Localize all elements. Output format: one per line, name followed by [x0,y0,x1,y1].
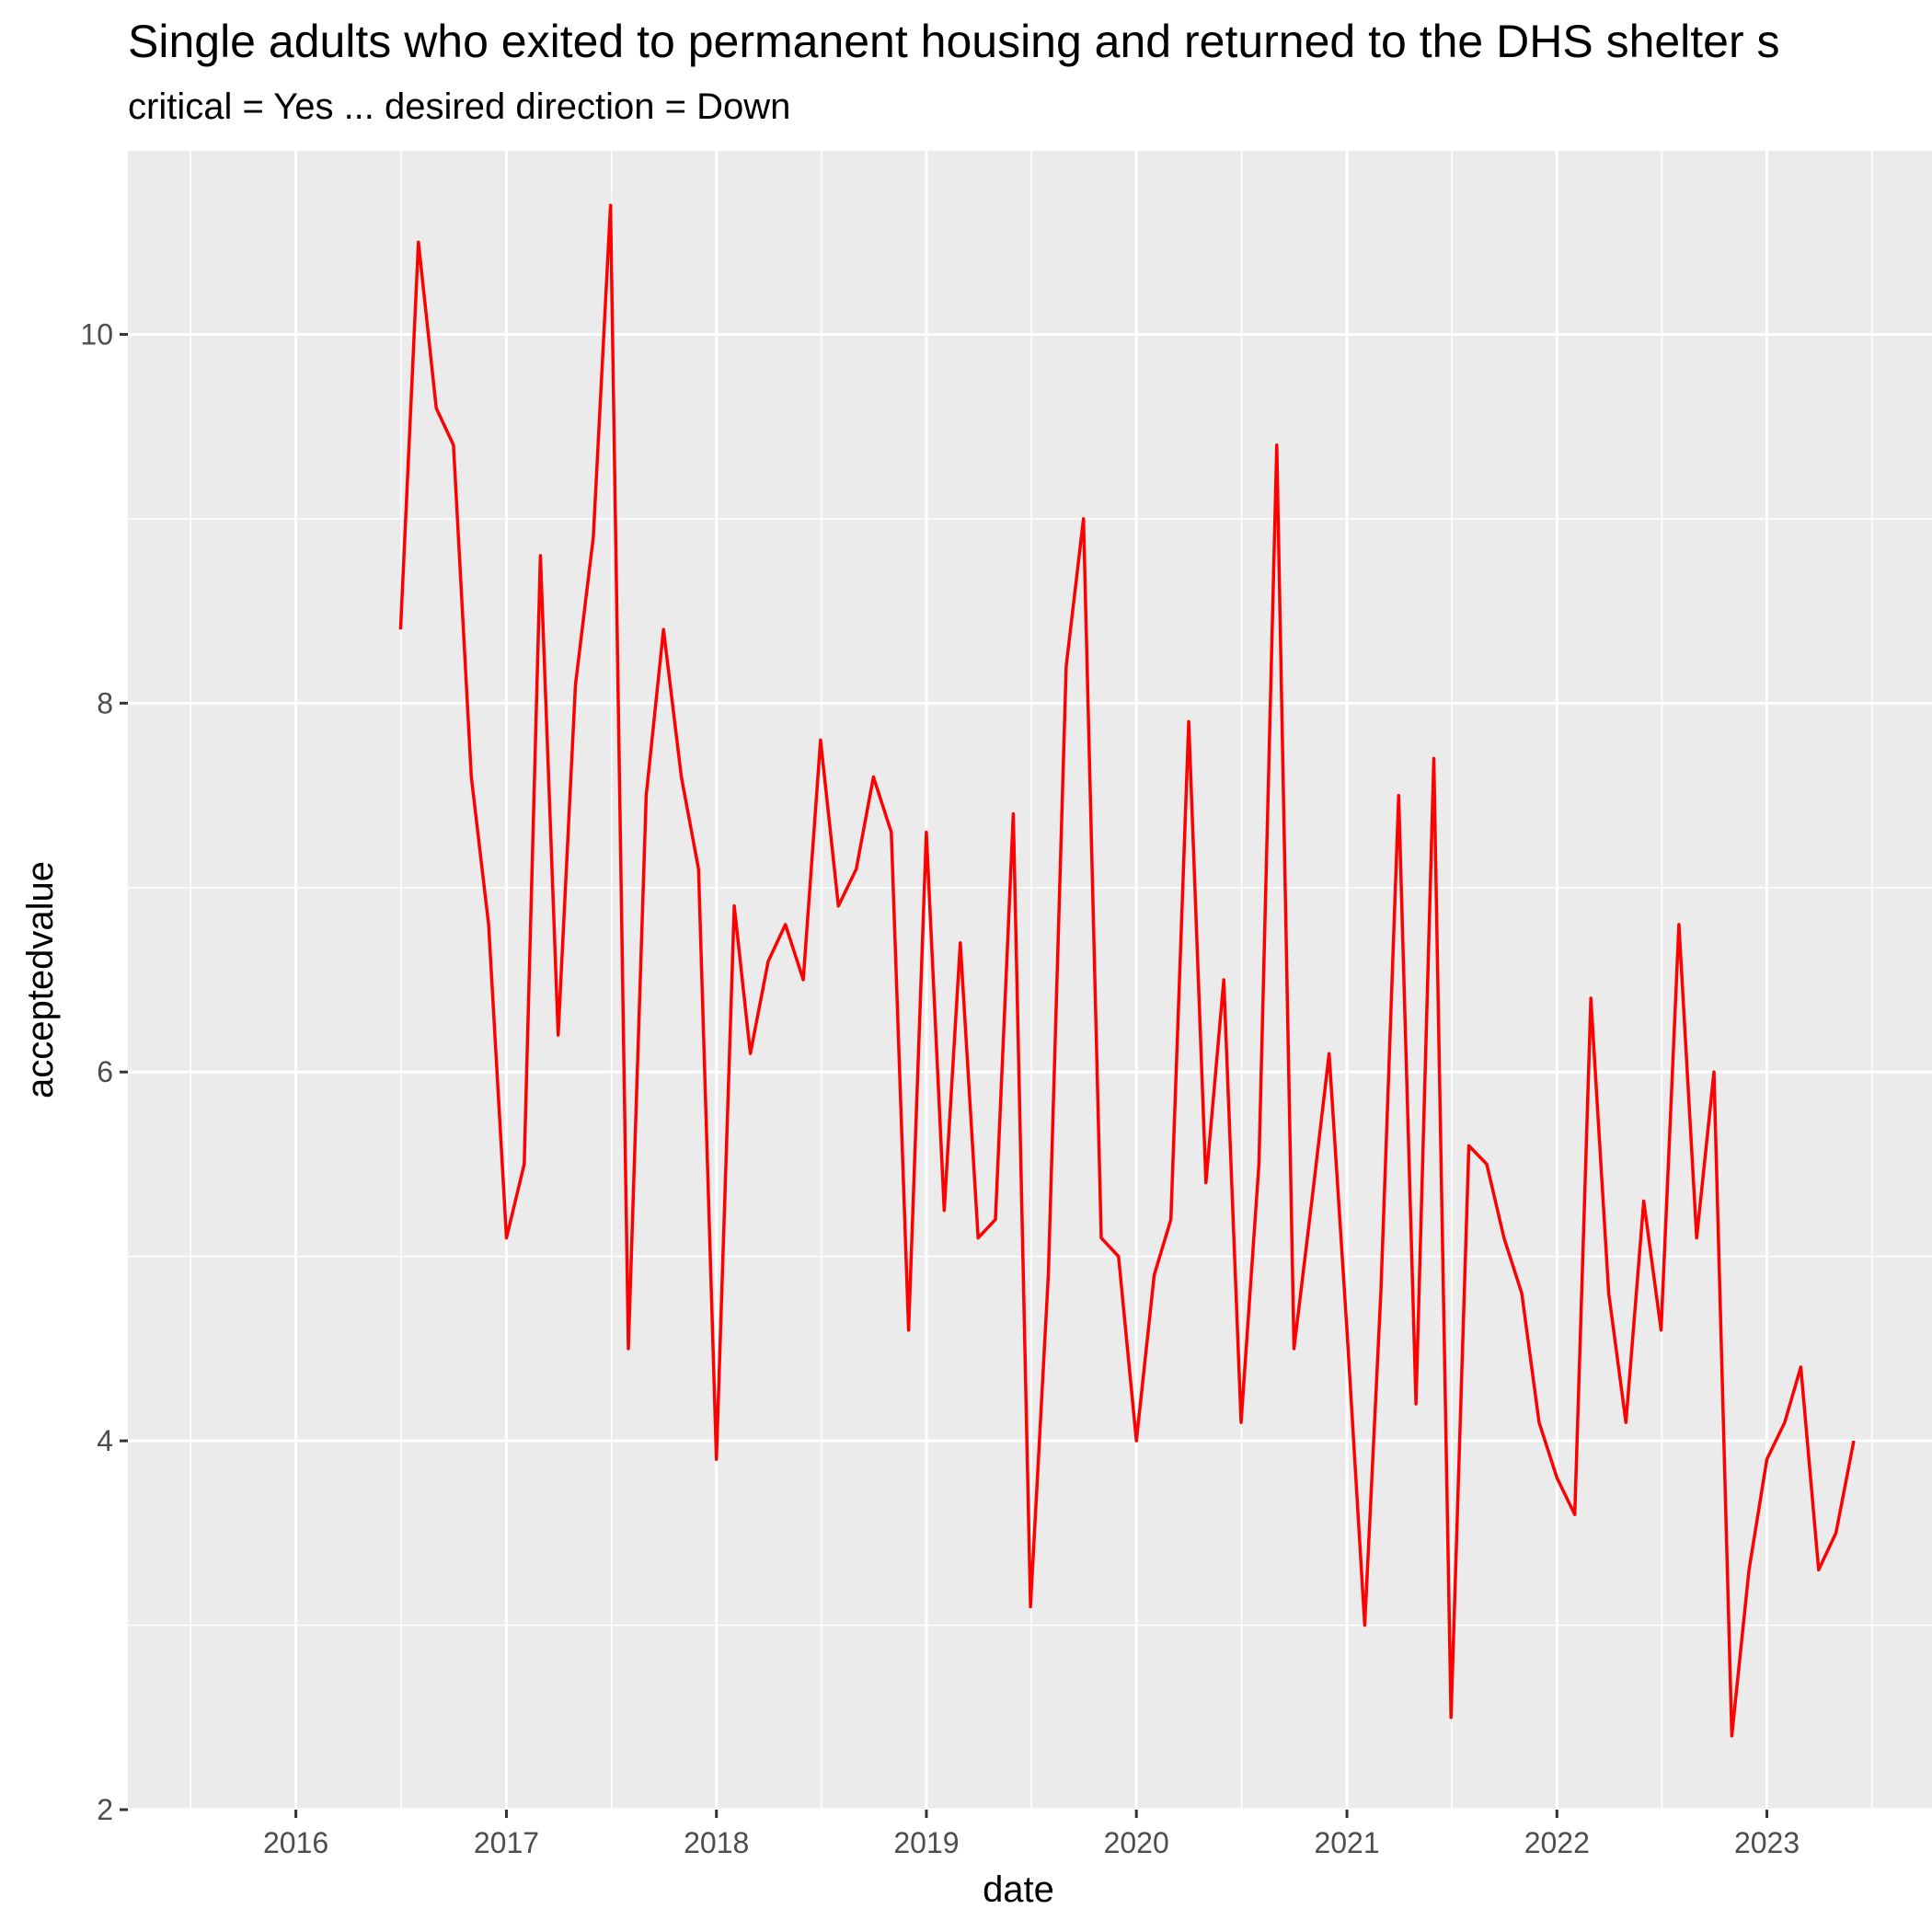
x-tick-label: 2017 [474,1826,539,1859]
x-axis-title: date [983,1869,1054,1910]
x-tick-label: 2021 [1314,1826,1379,1859]
series-layer [398,203,1856,1738]
major-gridlines [128,150,1932,1811]
x-tick-label: 2016 [263,1826,328,1859]
y-tick-label: 4 [97,1424,113,1457]
y-tick-label: 10 [80,317,113,351]
y-tick-label: 6 [97,1055,113,1088]
y-tick-label: 2 [97,1793,113,1826]
x-tick-label: 2019 [893,1826,959,1859]
x-axis: 2016 2017 2018 2019 2020 2021 2022 2023 [263,1810,1800,1859]
series-line [398,203,1856,1738]
x-tick-label: 2020 [1104,1826,1169,1859]
chart-subtitle: critical = Yes ... desired direction = D… [128,86,790,127]
y-tick-label: 8 [97,686,113,719]
y-axis-title: acceptedvalue [20,861,61,1098]
minor-gridlines [128,149,1932,1810]
chart-title: Single adults who exited to permanent ho… [128,16,1780,67]
x-tick-label: 2022 [1524,1826,1590,1859]
x-tick-label: 2018 [684,1826,749,1859]
y-axis: 2 4 6 8 10 [80,317,128,1826]
x-tick-label: 2023 [1734,1826,1800,1859]
